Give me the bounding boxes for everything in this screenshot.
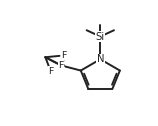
Text: S: S (58, 60, 64, 70)
Text: F: F (58, 61, 64, 70)
Text: N: N (97, 54, 104, 64)
Text: F: F (48, 67, 54, 76)
Text: Si: Si (96, 32, 105, 42)
Text: F: F (61, 51, 67, 60)
